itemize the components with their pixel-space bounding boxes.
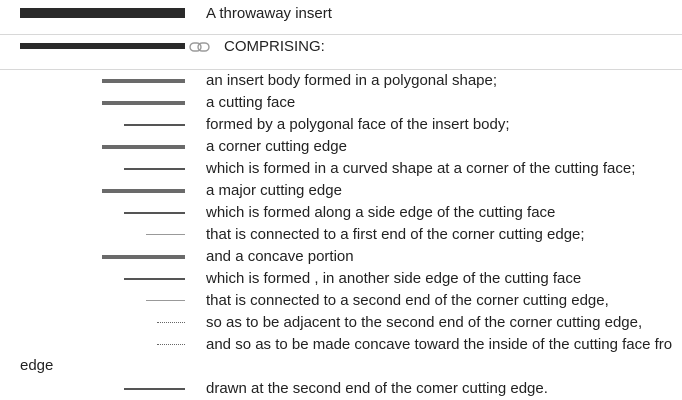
indent-level-bar [157,344,185,345]
claim-element-row[interactable]: and a concave portion [0,246,682,268]
indent-level-bar [124,168,185,170]
indent-level-bar [124,278,185,280]
claim-level-bar [20,8,185,18]
claim-element-row[interactable]: that is connected to a second end of the… [0,290,682,312]
claim-element-text: which is formed , in another side edge o… [206,270,582,287]
preamble-level-bar [20,43,185,49]
claim-element-row[interactable]: which is formed , in another side edge o… [0,268,682,290]
claim-element-text: a cutting face [206,94,296,111]
indent-level-bar [124,124,185,126]
claim-element-row[interactable]: a major cutting edge [0,180,682,202]
indent-level-bar [102,101,185,105]
claim-element-text: a major cutting edge [206,182,342,199]
claim-element-row[interactable]: which is formed along a side edge of the… [0,202,682,224]
claim-element-text: and so as to be made concave toward the … [206,336,673,353]
indent-level-bar [102,189,185,193]
claim-element-row[interactable]: a corner cutting edge [0,136,682,158]
wrapped-text-continuation: edge [20,357,54,374]
indent-level-bar [124,388,185,390]
preamble-row[interactable]: COMPRISING: [0,35,682,70]
claim-element-row[interactable]: drawn at the second end of the comer cut… [0,378,682,400]
claim-element-row[interactable]: formed by a polygonal face of the insert… [0,114,682,136]
claim-element-row[interactable]: a cutting face [0,92,682,114]
claim-element-text: an insert body formed in a polygonal sha… [206,72,498,89]
indent-level-bar [102,255,185,259]
claim-element-text: a corner cutting edge [206,138,347,155]
claim-element-text: drawn at the second end of the comer cut… [206,380,548,397]
preamble-label: COMPRISING: [224,38,325,55]
claim-element-row[interactable]: that is connected to a first end of the … [0,224,682,246]
claim-element-row[interactable]: which is formed in a curved shape at a c… [0,158,682,180]
claim-element-row[interactable]: an insert body formed in a polygonal sha… [0,70,682,92]
claim-header-row[interactable]: A throwaway insert [0,0,682,35]
claim-title: A throwaway insert [206,5,332,22]
indent-level-bar [124,212,185,214]
claim-element-row[interactable]: and so as to be made concave toward the … [0,334,682,356]
claim-element-row[interactable]: so as to be adjacent to the second end o… [0,312,682,334]
indent-level-bar [102,145,185,149]
claim-element-text: so as to be adjacent to the second end o… [206,314,643,331]
indent-level-bar [102,79,185,83]
claim-element-text: that is connected to a first end of the … [206,226,585,243]
claim-element-text: formed by a polygonal face of the insert… [206,116,510,133]
claim-element-text: and a concave portion [206,248,354,265]
indent-level-bar [157,322,185,323]
indent-level-bar [146,300,185,301]
claim-element-text: which is formed along a side edge of the… [206,204,556,221]
claim-element-text: which is formed in a curved shape at a c… [206,160,636,177]
indent-level-bar [146,234,185,235]
claim-element-text: that is connected to a second end of the… [206,292,609,309]
link-icon[interactable] [189,41,211,53]
